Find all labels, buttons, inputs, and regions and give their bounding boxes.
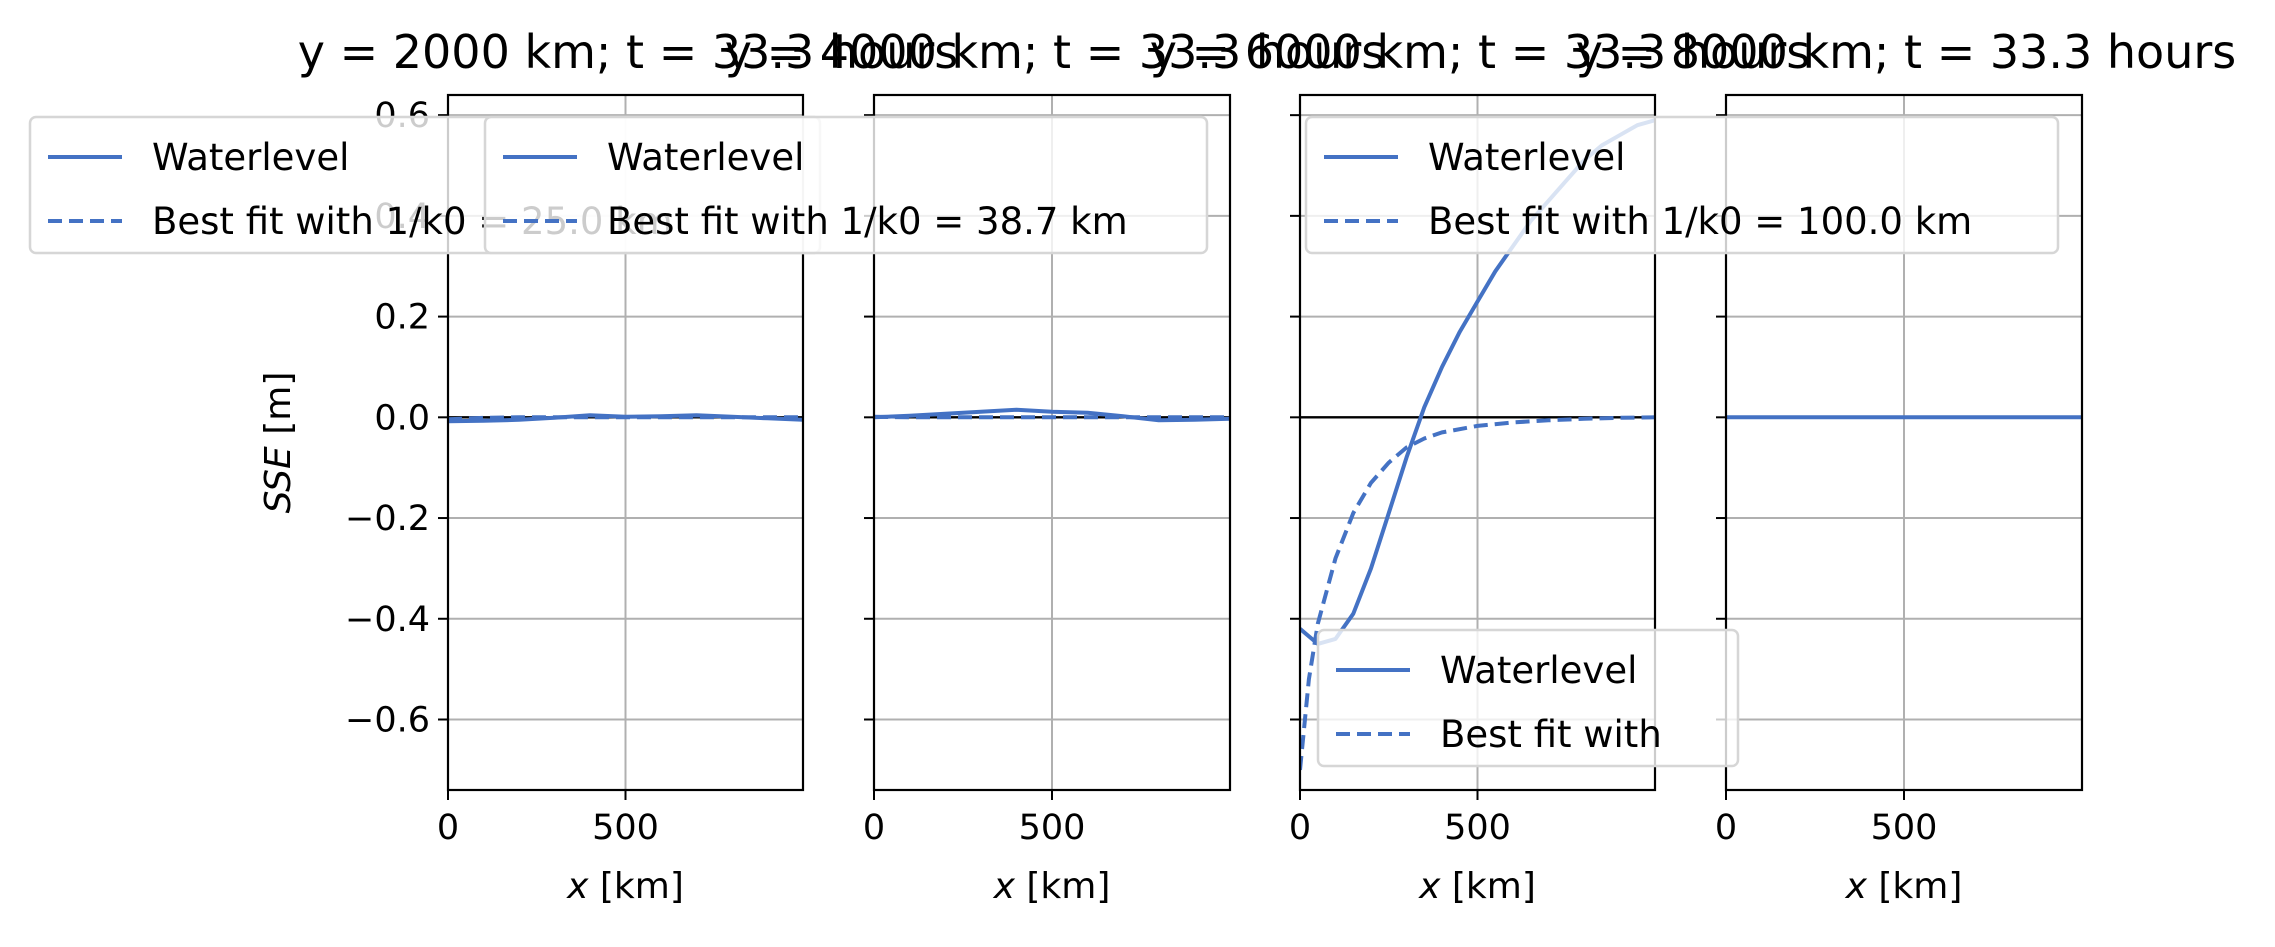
waterlevel-line-2 <box>874 407 1230 423</box>
legend-panel-2: Waterlevel Best fit with 1/k0 = 38.7 km <box>483 115 1209 255</box>
legend-panel-3-lower: Waterlevel Best fit with <box>1316 628 1740 768</box>
x-axis-label: x [km] <box>1845 866 1963 907</box>
panel-2: 0 500 x [km] <box>863 93 1232 907</box>
x-axis-label: x [km] <box>566 866 684 907</box>
panel-title-2: y = 4000 km; t = 33.3 hours <box>725 25 1385 79</box>
legend-frame <box>1304 115 2060 255</box>
x-tick-label: 0 <box>437 808 459 848</box>
legend-panel-3: Waterlevel Best fit with 1/k0 = 100.0 km <box>1304 115 2060 255</box>
legend-label: Waterlevel <box>1428 136 1625 179</box>
best-fit-line-2 <box>874 414 1230 420</box>
legend-label: Waterlevel <box>152 136 349 179</box>
y-tick-label: −0.6 <box>345 700 430 740</box>
x-tick-label: 500 <box>1444 808 1511 848</box>
panel-title-4: y = 8000 km; t = 33.3 hours <box>1576 25 2236 79</box>
x-tick-label: 500 <box>1871 808 1938 848</box>
panel-title-1: y = 2000 km; t = 33.3 hours <box>298 25 958 79</box>
x-axis-label: x [km] <box>993 866 1111 907</box>
x-tick-label: 0 <box>1715 808 1737 848</box>
legend-frame <box>483 115 1209 255</box>
y-axis-label: SSE [m] <box>258 372 299 514</box>
panel-title-3: y = 6000 km; t = 33.3 hours <box>1150 25 1810 79</box>
y-tick-label: −0.4 <box>345 600 430 640</box>
x-tick-label: 500 <box>1019 808 1086 848</box>
x-axis-label: x [km] <box>1418 866 1536 907</box>
x-tick-label: 0 <box>863 808 885 848</box>
legend-label: Waterlevel <box>1440 649 1637 692</box>
legend-label: Best fit with 1/k0 = 100.0 km <box>1428 200 1972 243</box>
y-tick-label: 0.0 <box>374 398 430 438</box>
x-tick-label: 0 <box>1289 808 1311 848</box>
best-fit-line-3 <box>1300 415 1655 771</box>
y-tick-label: 0.2 <box>374 298 430 338</box>
legend-label: Waterlevel <box>607 136 804 179</box>
best-fit-line-1 <box>448 415 803 422</box>
legend-label: Best fit with <box>1440 713 1662 756</box>
legend-frame <box>1316 628 1740 768</box>
legend-label: Best fit with 1/k0 = 38.7 km <box>607 200 1128 243</box>
x-tick-label: 500 <box>592 808 659 848</box>
y-tick-label: −0.2 <box>345 499 430 539</box>
